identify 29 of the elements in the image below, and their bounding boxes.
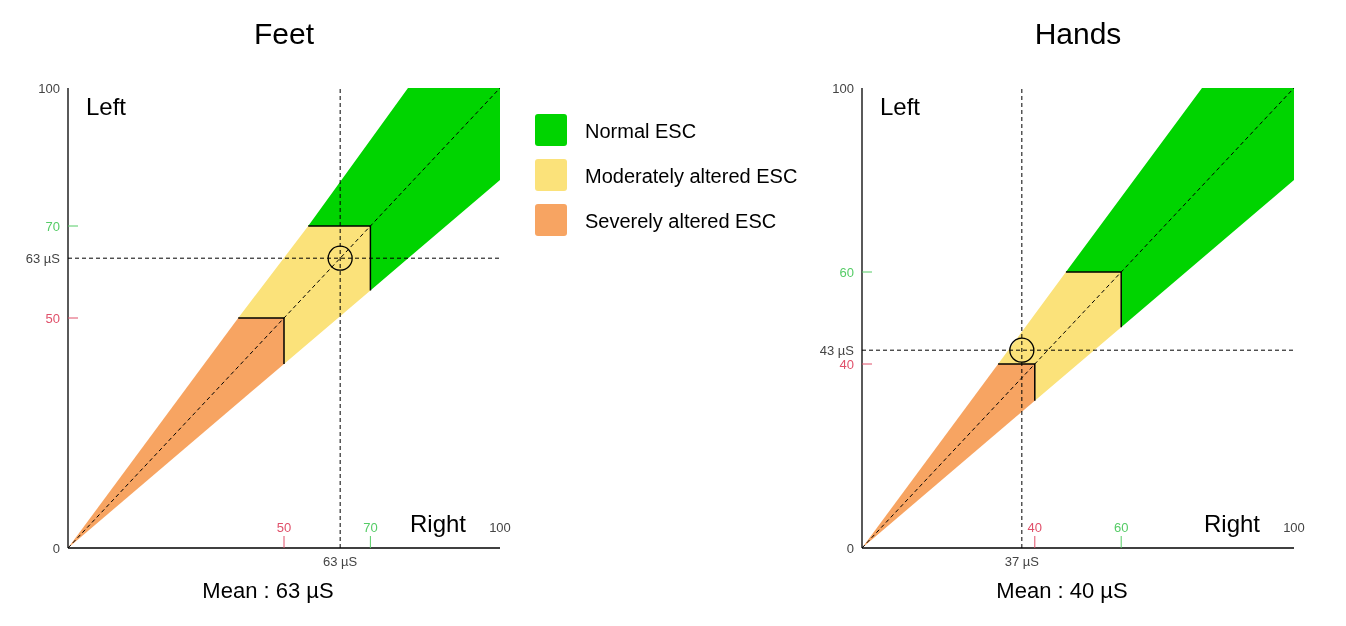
x-tick-label: 40 <box>1027 520 1043 535</box>
ref-line-label: 63 µS <box>323 554 358 569</box>
y-tick-label: 100 <box>38 81 60 96</box>
x-tick-label: 70 <box>363 520 378 535</box>
ref-line-label: 43 µS <box>819 343 855 359</box>
legend-label: Severely altered ESC <box>585 210 777 232</box>
ref-line-label: 37 µS <box>1004 554 1040 569</box>
x-tick-label: 100 <box>1283 520 1305 535</box>
x-tick-label: 50 <box>276 520 292 535</box>
text: Mean : 40 µS <box>996 578 1128 603</box>
y-tick-label: 60 <box>839 265 854 280</box>
x-tick-label: 100 <box>489 520 511 535</box>
chart-title: Hands <box>1034 17 1122 50</box>
y-tick-label: 0 <box>52 541 60 556</box>
chart-title: Feet <box>253 17 315 50</box>
legend-label: Moderately altered ESC <box>585 165 798 187</box>
text: Mean : 63 µS <box>202 578 334 603</box>
y-axis-title: Left <box>880 93 921 120</box>
x-axis-title: Right <box>1203 510 1261 537</box>
y-tick-label: 0 <box>846 541 854 556</box>
x-axis-title: Right <box>409 510 467 537</box>
y-tick-label: 70 <box>45 219 60 234</box>
y-tick-label: 100 <box>832 81 854 96</box>
y-tick-label: 50 <box>45 311 60 326</box>
x-tick-label: 60 <box>1113 520 1129 535</box>
y-tick-label: 40 <box>839 357 854 372</box>
y-axis-title: Left <box>86 93 127 120</box>
legend-label: Normal ESC <box>585 120 697 142</box>
ref-line-label: 63 µS <box>25 251 61 267</box>
